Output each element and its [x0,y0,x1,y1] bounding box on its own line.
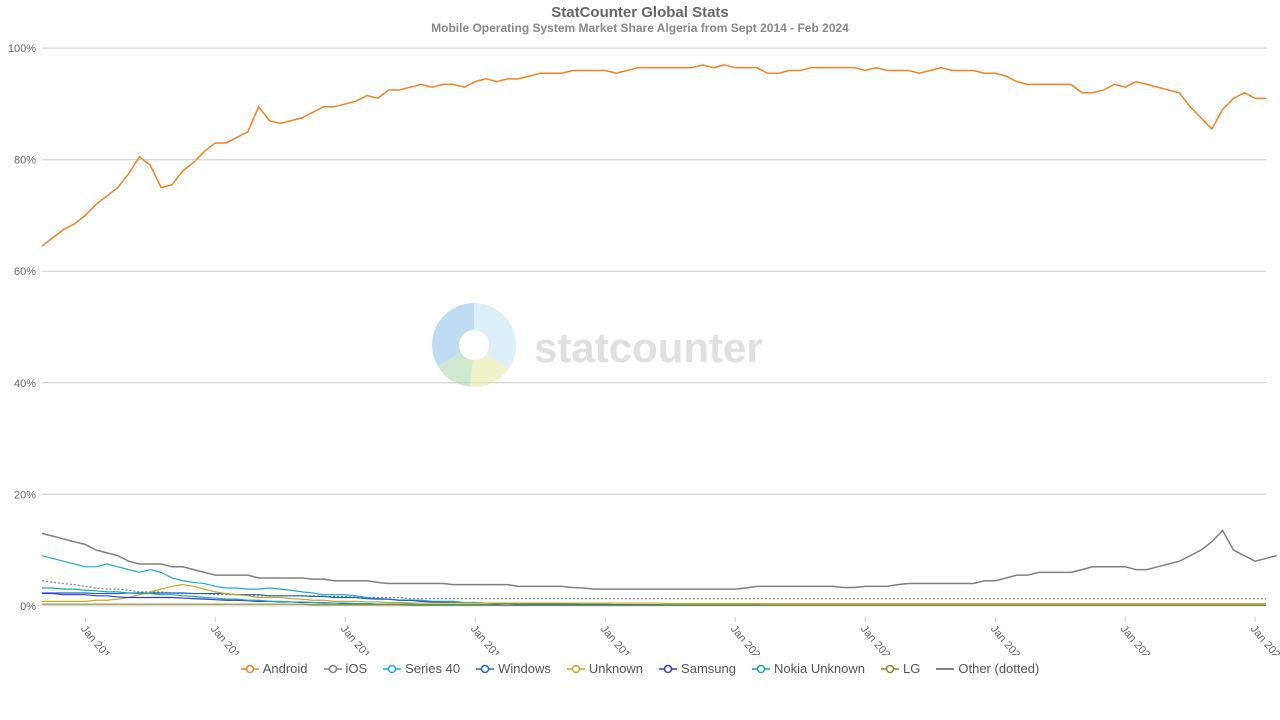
chart-title: StatCounter Global Stats [0,0,1280,21]
x-axis-label: Jan 2023 [1118,623,1156,655]
legend-label: Series 40 [405,661,460,676]
legend-swatch-icon [936,664,954,674]
legend-item: iOS [324,661,368,676]
legend-item: Unknown [567,661,643,676]
x-axis-label: Jan 2021 [858,623,896,655]
x-axis-label: Jan 2019 [598,623,636,655]
x-axis-label: Jan 2018 [468,623,506,655]
legend-item: Samsung [659,661,736,676]
legend-item: LG [881,661,920,676]
svg-text:statcounter: statcounter [534,324,763,371]
series-line [42,556,1266,606]
legend-label: LG [903,661,920,676]
legend-label: Android [263,661,308,676]
line-chart: 0% 20% 40% 60% 80% 100% Jan 2015 Jan 2016 Jan 20… [0,37,1280,655]
y-axis-label: 80% [14,155,36,167]
y-axis-label: 60% [14,266,36,278]
y-axis-label: 40% [14,378,36,390]
legend-label: Samsung [681,661,736,676]
legend-swatch-icon [567,664,585,674]
legend-label: Other (dotted) [958,661,1039,676]
legend-swatch-icon [752,664,770,674]
legend-swatch-icon [241,664,259,674]
legend-item: Android [241,661,308,676]
chart-legend: Android iOS Series 40 Windows Unknown Samsung… [0,655,1280,681]
watermark: statcounter [432,303,763,387]
y-axis-label: 20% [14,489,36,501]
legend-label: iOS [346,661,368,676]
y-axis-label: 100% [8,43,36,55]
x-axis-label: Jan 2015 [78,623,116,655]
legend-label: Windows [498,661,551,676]
legend-item: Nokia Unknown [752,661,865,676]
legend-swatch-icon [476,664,494,674]
series-line [42,531,1277,590]
chart-subtitle: Mobile Operating System Market Share Alg… [0,21,1280,37]
x-axis-label: Jan 2020 [728,623,766,655]
legend-swatch-icon [383,664,401,674]
legend-swatch-icon [324,664,342,674]
x-axis-label: Jan 2024 [1248,623,1280,655]
series-line [42,65,1266,246]
x-axis-label: Jan 2016 [208,623,246,655]
legend-label: Nokia Unknown [774,661,865,676]
legend-item: Series 40 [383,661,460,676]
legend-item: Windows [476,661,551,676]
legend-item: Other (dotted) [936,661,1039,676]
x-axis-label: Jan 2022 [988,623,1026,655]
y-axis-label: 0% [20,601,36,613]
legend-swatch-icon [881,664,899,674]
legend-label: Unknown [589,661,643,676]
legend-swatch-icon [659,664,677,674]
x-axis-label: Jan 2017 [338,623,376,655]
